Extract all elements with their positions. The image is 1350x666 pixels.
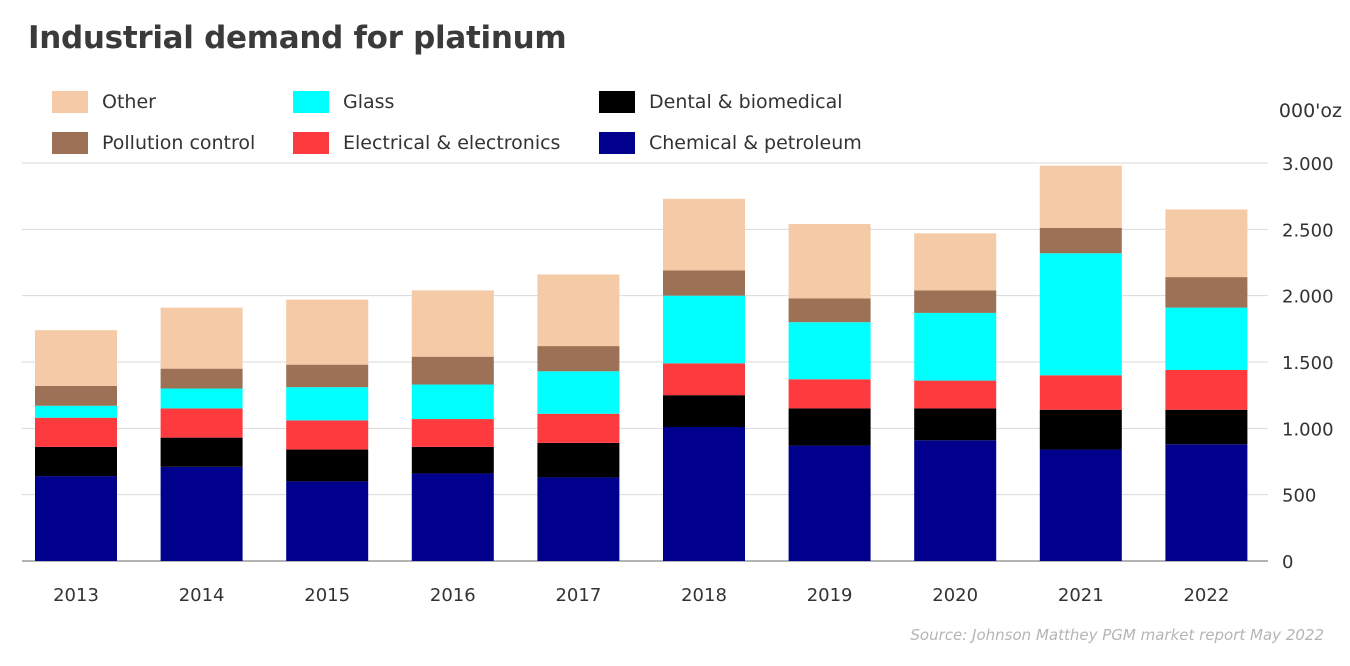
x-tick-label: 2013 bbox=[53, 585, 99, 606]
bar-segment bbox=[286, 481, 369, 561]
bar-segment bbox=[663, 295, 745, 364]
legend-swatch-dental bbox=[599, 91, 635, 113]
chart-title: Industrial demand for platinum bbox=[28, 20, 567, 56]
bar-segment bbox=[411, 384, 494, 420]
bar-segment bbox=[35, 417, 117, 447]
bar-segment bbox=[914, 290, 997, 313]
bar-segment bbox=[286, 364, 369, 388]
bar-segment bbox=[35, 385, 117, 406]
bar-segment bbox=[788, 298, 871, 323]
legend-label-chemical: Chemical & petroleum bbox=[649, 132, 862, 154]
y-tick-label: 0 bbox=[1282, 552, 1293, 573]
bar-segment bbox=[411, 446, 494, 474]
bar-segment bbox=[537, 442, 620, 478]
bar-segment bbox=[1039, 409, 1122, 450]
legend-item-glass: Glass bbox=[293, 91, 394, 113]
bar-segment bbox=[914, 233, 997, 291]
bar-segment bbox=[788, 445, 871, 561]
bar-segment bbox=[1165, 307, 1248, 370]
bar-segment bbox=[411, 356, 494, 385]
bar-segment bbox=[663, 198, 745, 271]
legend-label-electrical: Electrical & electronics bbox=[343, 132, 561, 154]
bar-segment bbox=[914, 380, 997, 409]
legend-item-chemical: Chemical & petroleum bbox=[599, 132, 862, 154]
bar-segment bbox=[160, 408, 243, 438]
y-tick-label: 1.000 bbox=[1282, 419, 1334, 440]
bar-segment bbox=[286, 299, 369, 365]
bar-segment bbox=[286, 420, 369, 450]
bar-segment bbox=[537, 477, 620, 561]
bar-segment bbox=[35, 476, 117, 561]
legend-label-pollution-control: Pollution control bbox=[102, 132, 256, 154]
legend-swatch-electrical bbox=[293, 132, 329, 154]
bar-segment bbox=[537, 413, 620, 443]
x-tick-label: 2022 bbox=[1183, 585, 1229, 606]
y-tick-label: 500 bbox=[1282, 486, 1316, 507]
x-tick-label: 2018 bbox=[681, 585, 727, 606]
bar-segment bbox=[537, 371, 620, 414]
legend-swatch-pollution-control bbox=[52, 132, 88, 154]
bar-segment bbox=[914, 440, 997, 561]
bar-segment bbox=[788, 224, 871, 299]
bar-segment bbox=[1039, 375, 1122, 410]
bar-segment bbox=[160, 466, 243, 561]
bar-segment bbox=[537, 274, 620, 347]
y-tick-label: 2.500 bbox=[1282, 220, 1334, 241]
bar-segment bbox=[1039, 449, 1122, 561]
legend-item-pollution-control: Pollution control bbox=[52, 132, 255, 154]
legend-item-electrical: Electrical & electronics bbox=[293, 132, 560, 154]
legend-label-dental: Dental & biomedical bbox=[649, 91, 843, 113]
bar-segment bbox=[286, 387, 369, 421]
bar-segment bbox=[914, 312, 997, 381]
bar-segment bbox=[411, 419, 494, 447]
x-tick-label: 2015 bbox=[304, 585, 350, 606]
bar-segment bbox=[788, 379, 871, 409]
bar-segment bbox=[35, 330, 117, 386]
legend-label-other: Other bbox=[102, 91, 156, 113]
bar-segment bbox=[1039, 165, 1122, 229]
bar-segment bbox=[663, 395, 745, 428]
legend-item-other: Other bbox=[52, 91, 156, 113]
bar-segment bbox=[1039, 253, 1122, 376]
unit-label: 000'oz bbox=[1278, 100, 1342, 122]
bar-segment bbox=[35, 446, 117, 477]
legend-swatch-glass bbox=[293, 91, 329, 113]
y-tick-label: 3.000 bbox=[1282, 154, 1334, 175]
bar-segment bbox=[160, 368, 243, 389]
bar-segment bbox=[663, 363, 745, 396]
legend-label-glass: Glass bbox=[343, 91, 395, 113]
bar-segment bbox=[1165, 277, 1248, 308]
bar-segment bbox=[914, 408, 997, 441]
source-note: Source: Johnson Matthey PGM market repor… bbox=[910, 626, 1324, 644]
legend-item-dental: Dental & biomedical bbox=[599, 91, 843, 113]
x-tick-label: 2016 bbox=[430, 585, 476, 606]
bar-segment bbox=[1039, 228, 1122, 254]
x-tick-label: 2021 bbox=[1058, 585, 1104, 606]
bar-segment bbox=[663, 270, 745, 296]
bar-segment bbox=[160, 437, 243, 467]
x-tick-label: 2017 bbox=[555, 585, 601, 606]
bar-segment bbox=[1165, 369, 1248, 410]
y-tick-label: 1.500 bbox=[1282, 353, 1334, 374]
y-tick-label: 2.000 bbox=[1282, 287, 1334, 308]
bar-segment bbox=[1165, 409, 1248, 445]
bar-segment bbox=[35, 405, 117, 418]
bar-segment bbox=[411, 473, 494, 561]
bar-segment bbox=[411, 290, 494, 357]
legend-swatch-chemical bbox=[599, 132, 635, 154]
bar-segment bbox=[1165, 209, 1248, 278]
bar-segment bbox=[286, 449, 369, 482]
bar-segment bbox=[663, 427, 745, 561]
bar-segment bbox=[160, 388, 243, 409]
x-tick-label: 2014 bbox=[179, 585, 225, 606]
bar-segment bbox=[788, 322, 871, 380]
bar-segment bbox=[1165, 444, 1248, 561]
x-tick-label: 2019 bbox=[807, 585, 853, 606]
legend-swatch-other bbox=[52, 91, 88, 113]
bar-segment bbox=[160, 307, 243, 369]
bar-segment bbox=[788, 408, 871, 446]
x-tick-label: 2020 bbox=[932, 585, 978, 606]
bar-segment bbox=[537, 346, 620, 372]
